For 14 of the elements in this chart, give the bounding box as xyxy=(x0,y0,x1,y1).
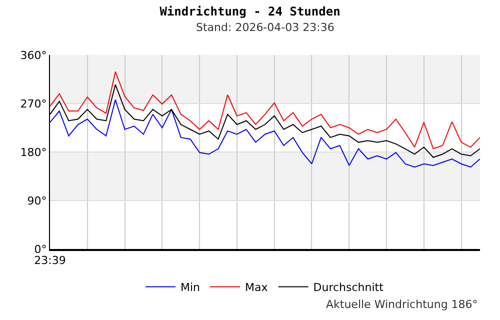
legend-label: Min xyxy=(180,281,200,294)
y-tick-label: 0° xyxy=(34,242,47,256)
line-series xyxy=(50,71,480,150)
y-tick-label: 180° xyxy=(20,146,47,159)
legend-label: Durchschnitt xyxy=(313,281,384,294)
line-series xyxy=(50,99,480,168)
chart-title: Windrichtung - 24 Stunden xyxy=(160,4,340,18)
x-tick-label: 23:39 xyxy=(34,254,66,268)
y-tick-label: 90° xyxy=(27,194,47,208)
y-tick-label: 360° xyxy=(20,48,47,62)
chart-subtitle: Stand: 2026-04-03 23:36 xyxy=(196,21,334,34)
text: Aktuelle Windrichtung 186° xyxy=(326,298,478,311)
legend-label: Max xyxy=(245,281,268,294)
y-tick-label: 270° xyxy=(20,97,47,110)
